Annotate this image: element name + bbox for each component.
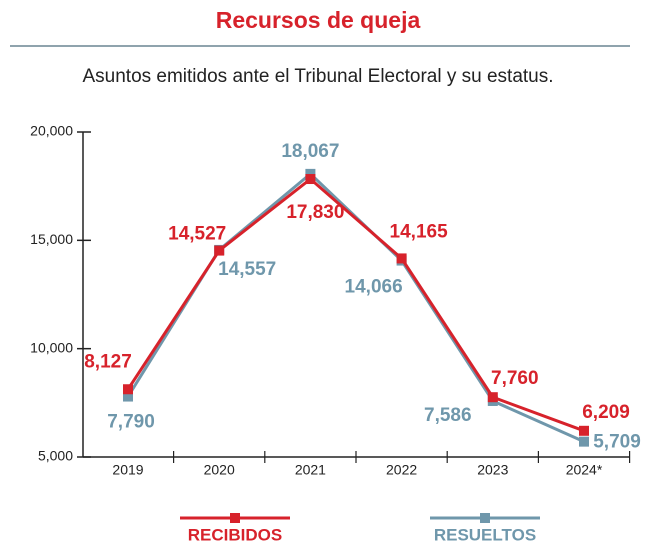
- chart-subtitle: Asuntos emitidos ante el Tribunal Electo…: [82, 66, 553, 87]
- marker: [579, 425, 589, 436]
- x-tick-label: 2023: [477, 462, 508, 478]
- y-tick-label: 10,000: [30, 339, 73, 355]
- chart-title: Recursos de queja: [216, 7, 421, 33]
- marker: [123, 384, 133, 395]
- y-tick-label: 5,000: [38, 448, 73, 464]
- data-label: 7,760: [491, 368, 539, 389]
- y-tick-label: 20,000: [30, 123, 73, 139]
- x-tick-label: 2024*: [566, 462, 603, 478]
- data-label: 17,830: [286, 202, 344, 223]
- data-label: 7,790: [107, 412, 155, 433]
- x-tick-label: 2021: [295, 462, 326, 478]
- legend-marker: [230, 513, 240, 523]
- data-label: 8,127: [84, 351, 132, 372]
- x-tick-label: 2020: [204, 462, 235, 478]
- x-tick-label: 2022: [386, 462, 417, 478]
- data-label: 14,527: [168, 224, 226, 245]
- data-label: 14,165: [390, 221, 449, 242]
- data-label: 14,066: [345, 277, 403, 298]
- marker: [305, 168, 316, 179]
- data-label: 5,709: [593, 432, 641, 453]
- marker: [487, 392, 498, 403]
- marker: [305, 174, 316, 185]
- data-label: 18,067: [281, 141, 339, 162]
- marker: [396, 253, 407, 264]
- legend-label: RECIBIDOS: [188, 525, 282, 544]
- series-line: [126, 177, 585, 433]
- data-label: 14,557: [218, 259, 276, 280]
- marker: [214, 245, 225, 256]
- data-label: 7,586: [424, 405, 472, 426]
- marker: [123, 391, 133, 402]
- legend-marker: [480, 513, 490, 523]
- series-line: [126, 171, 585, 444]
- legend-label: RESUELTOS: [434, 525, 536, 544]
- y-tick-label: 15,000: [30, 231, 73, 247]
- data-label: 6,209: [582, 402, 630, 423]
- marker: [579, 436, 589, 447]
- x-tick-label: 2019: [112, 462, 143, 478]
